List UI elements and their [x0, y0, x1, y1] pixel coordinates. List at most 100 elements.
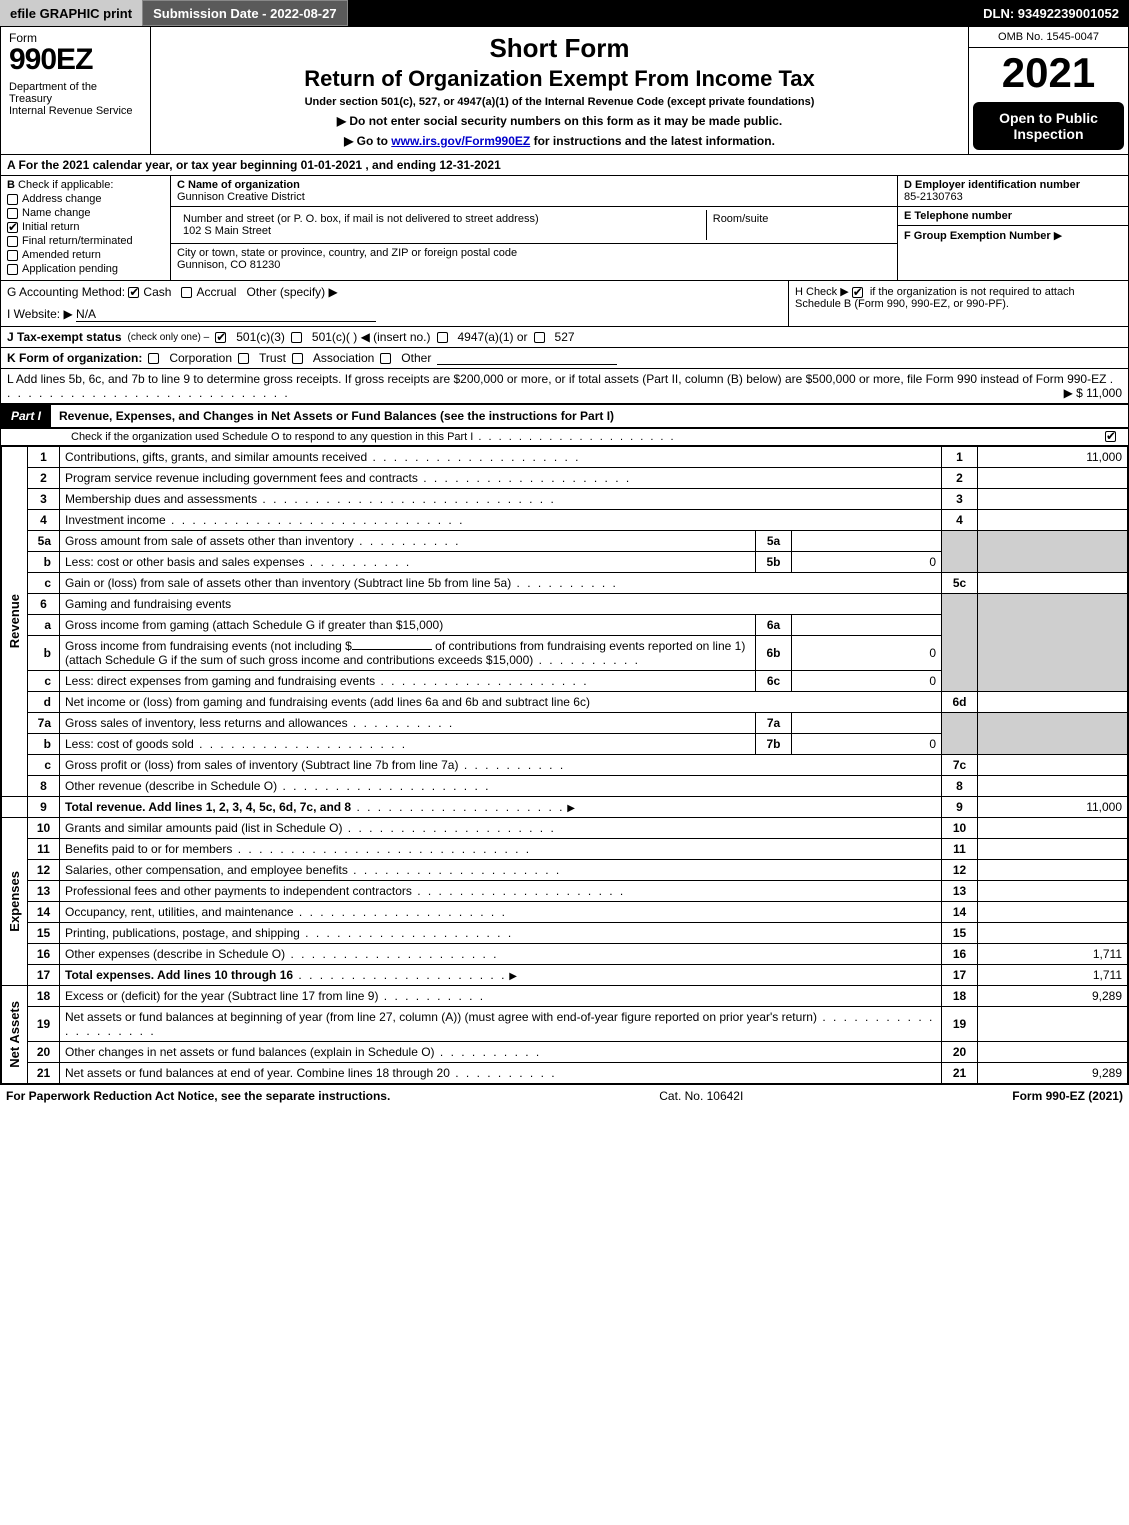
header-right: OMB No. 1545-0047 2021 Open to Public In…: [968, 27, 1128, 154]
checkbox-icon[interactable]: [238, 353, 249, 364]
row-g: G Accounting Method: Cash Accrual Other …: [1, 281, 788, 326]
line-6: 6 Gaming and fundraising events: [2, 594, 1128, 615]
section-c: C Name of organization Gunnison Creative…: [171, 176, 898, 280]
row-h: H Check ▶ if the organization is not req…: [788, 281, 1128, 326]
part-i-sub: Check if the organization used Schedule …: [1, 429, 1128, 446]
c-city-row: City or town, state or province, country…: [171, 244, 897, 274]
line-6d: d Net income or (loss) from gaming and f…: [2, 692, 1128, 713]
form-number: 990EZ: [9, 45, 142, 75]
k-other-input[interactable]: [437, 351, 617, 365]
j-527: 527: [555, 330, 575, 344]
line-5a: 5a Gross amount from sale of assets othe…: [2, 531, 1128, 552]
part-i-title: Revenue, Expenses, and Changes in Net As…: [51, 404, 1128, 428]
chk-final-return[interactable]: Final return/terminated: [7, 235, 164, 247]
checkbox-icon[interactable]: [181, 287, 192, 298]
line-1: Revenue 1 Contributions, gifts, grants, …: [2, 447, 1128, 468]
form-frame: Form 990EZ Department of the Treasury In…: [0, 26, 1129, 1085]
c-name-row: C Name of organization Gunnison Creative…: [171, 176, 897, 207]
row-l: L Add lines 5b, 6c, and 7b to line 9 to …: [1, 369, 1128, 404]
checkbox-icon[interactable]: [291, 332, 302, 343]
k-corp: Corporation: [169, 351, 232, 365]
j-501c3: 501(c)(3): [236, 330, 285, 344]
checkbox-icon[interactable]: [1105, 431, 1116, 442]
line-17: 17 Total expenses. Add lines 10 through …: [2, 965, 1128, 986]
section-bcdef: B Check if applicable: Address change Na…: [1, 176, 1128, 281]
chk-address-change[interactable]: Address change: [7, 193, 164, 205]
top-bar: efile GRAPHIC print Submission Date - 20…: [0, 0, 1129, 26]
e-phone-row: E Telephone number: [898, 207, 1128, 226]
room-label: Room/suite: [713, 213, 885, 225]
topbar-spacer: [348, 0, 974, 26]
line-4: 4 Investment income 4: [2, 510, 1128, 531]
j-sub: (check only one) ‒: [128, 332, 210, 343]
checkbox-icon[interactable]: [437, 332, 448, 343]
efile-tab[interactable]: efile GRAPHIC print: [0, 0, 142, 26]
chk-amended-return[interactable]: Amended return: [7, 249, 164, 261]
org-name: Gunnison Creative District: [177, 191, 891, 203]
checkbox-icon: [7, 264, 18, 275]
chk-application-pending[interactable]: Application pending: [7, 263, 164, 275]
checkbox-icon[interactable]: [292, 353, 303, 364]
org-address: 102 S Main Street: [183, 225, 700, 237]
header-mid: Short Form Return of Organization Exempt…: [151, 27, 968, 154]
instr-2: ▶ Go to www.irs.gov/Form990EZ for instru…: [161, 134, 958, 148]
h-text: H Check ▶: [795, 286, 852, 298]
line-16: 16 Other expenses (describe in Schedule …: [2, 944, 1128, 965]
open-to-public: Open to Public Inspection: [973, 102, 1124, 150]
line-12: 12 Salaries, other compensation, and emp…: [2, 860, 1128, 881]
vlabel-expenses: Expenses: [2, 818, 28, 986]
part-i-table: Revenue 1 Contributions, gifts, grants, …: [1, 446, 1128, 1084]
checkbox-icon: [7, 250, 18, 261]
line-10: Expenses 10 Grants and similar amounts p…: [2, 818, 1128, 839]
b-check-if: Check if applicable:: [18, 179, 113, 191]
section-gh: G Accounting Method: Cash Accrual Other …: [1, 281, 1128, 327]
l-text: L Add lines 5b, 6c, and 7b to line 9 to …: [7, 372, 1106, 386]
checkbox-icon: [7, 194, 18, 205]
c-addr-label: Number and street (or P. O. box, if mail…: [183, 213, 700, 225]
g-cash: Cash: [143, 285, 171, 299]
omb-number: OMB No. 1545-0047: [969, 27, 1128, 48]
vlabel-revenue: Revenue: [2, 447, 28, 797]
line-20: 20 Other changes in net assets or fund b…: [2, 1042, 1128, 1063]
org-city: Gunnison, CO 81230: [177, 259, 891, 271]
line-7c: c Gross profit or (loss) from sales of i…: [2, 755, 1128, 776]
tax-year: 2021: [969, 48, 1128, 98]
line-18: Net Assets 18 Excess or (deficit) for th…: [2, 986, 1128, 1007]
vlabel-netassets: Net Assets: [2, 986, 28, 1084]
footer-left: For Paperwork Reduction Act Notice, see …: [6, 1089, 390, 1103]
checkbox-icon: [7, 236, 18, 247]
g-accrual: Accrual: [196, 285, 236, 299]
instr-2-prefix: ▶ Go to: [344, 134, 391, 148]
chk-name-change[interactable]: Name change: [7, 207, 164, 219]
c-addr-row: Number and street (or P. O. box, if mail…: [171, 207, 897, 244]
d-ein-row: D Employer identification number 85-2130…: [898, 176, 1128, 207]
instr-2-suffix: for instructions and the latest informat…: [530, 134, 775, 148]
checkbox-icon[interactable]: [215, 332, 226, 343]
line-3: 3 Membership dues and assessments 3: [2, 489, 1128, 510]
footer-right: Form 990-EZ (2021): [1012, 1089, 1123, 1103]
checkbox-icon[interactable]: [852, 287, 863, 298]
line-13: 13 Professional fees and other payments …: [2, 881, 1128, 902]
title-short-form: Short Form: [161, 33, 958, 64]
j-label: J Tax-exempt status: [7, 330, 122, 344]
section-def: D Employer identification number 85-2130…: [898, 176, 1128, 280]
checkbox-icon[interactable]: [128, 287, 139, 298]
i-label: I Website: ▶: [7, 307, 73, 321]
line-9: 9 Total revenue. Add lines 1, 2, 3, 4, 5…: [2, 797, 1128, 818]
footer-cat: Cat. No. 10642I: [659, 1089, 743, 1103]
f-group-label: F Group Exemption Number: [904, 230, 1051, 242]
chk-initial-return[interactable]: Initial return: [7, 221, 164, 233]
section-b: B Check if applicable: Address change Na…: [1, 176, 171, 280]
line-21: 21 Net assets or fund balances at end of…: [2, 1063, 1128, 1084]
k-other: Other: [401, 351, 431, 365]
part-i-sub-text: Check if the organization used Schedule …: [71, 431, 473, 443]
checkbox-icon: [7, 208, 18, 219]
page-footer: For Paperwork Reduction Act Notice, see …: [0, 1085, 1129, 1107]
checkbox-icon[interactable]: [380, 353, 391, 364]
checkbox-icon: [7, 222, 18, 233]
checkbox-icon[interactable]: [534, 332, 545, 343]
irs-link[interactable]: www.irs.gov/Form990EZ: [391, 134, 530, 148]
d-ein-label: D Employer identification number: [904, 179, 1122, 191]
header-left: Form 990EZ Department of the Treasury In…: [1, 27, 151, 154]
checkbox-icon[interactable]: [148, 353, 159, 364]
